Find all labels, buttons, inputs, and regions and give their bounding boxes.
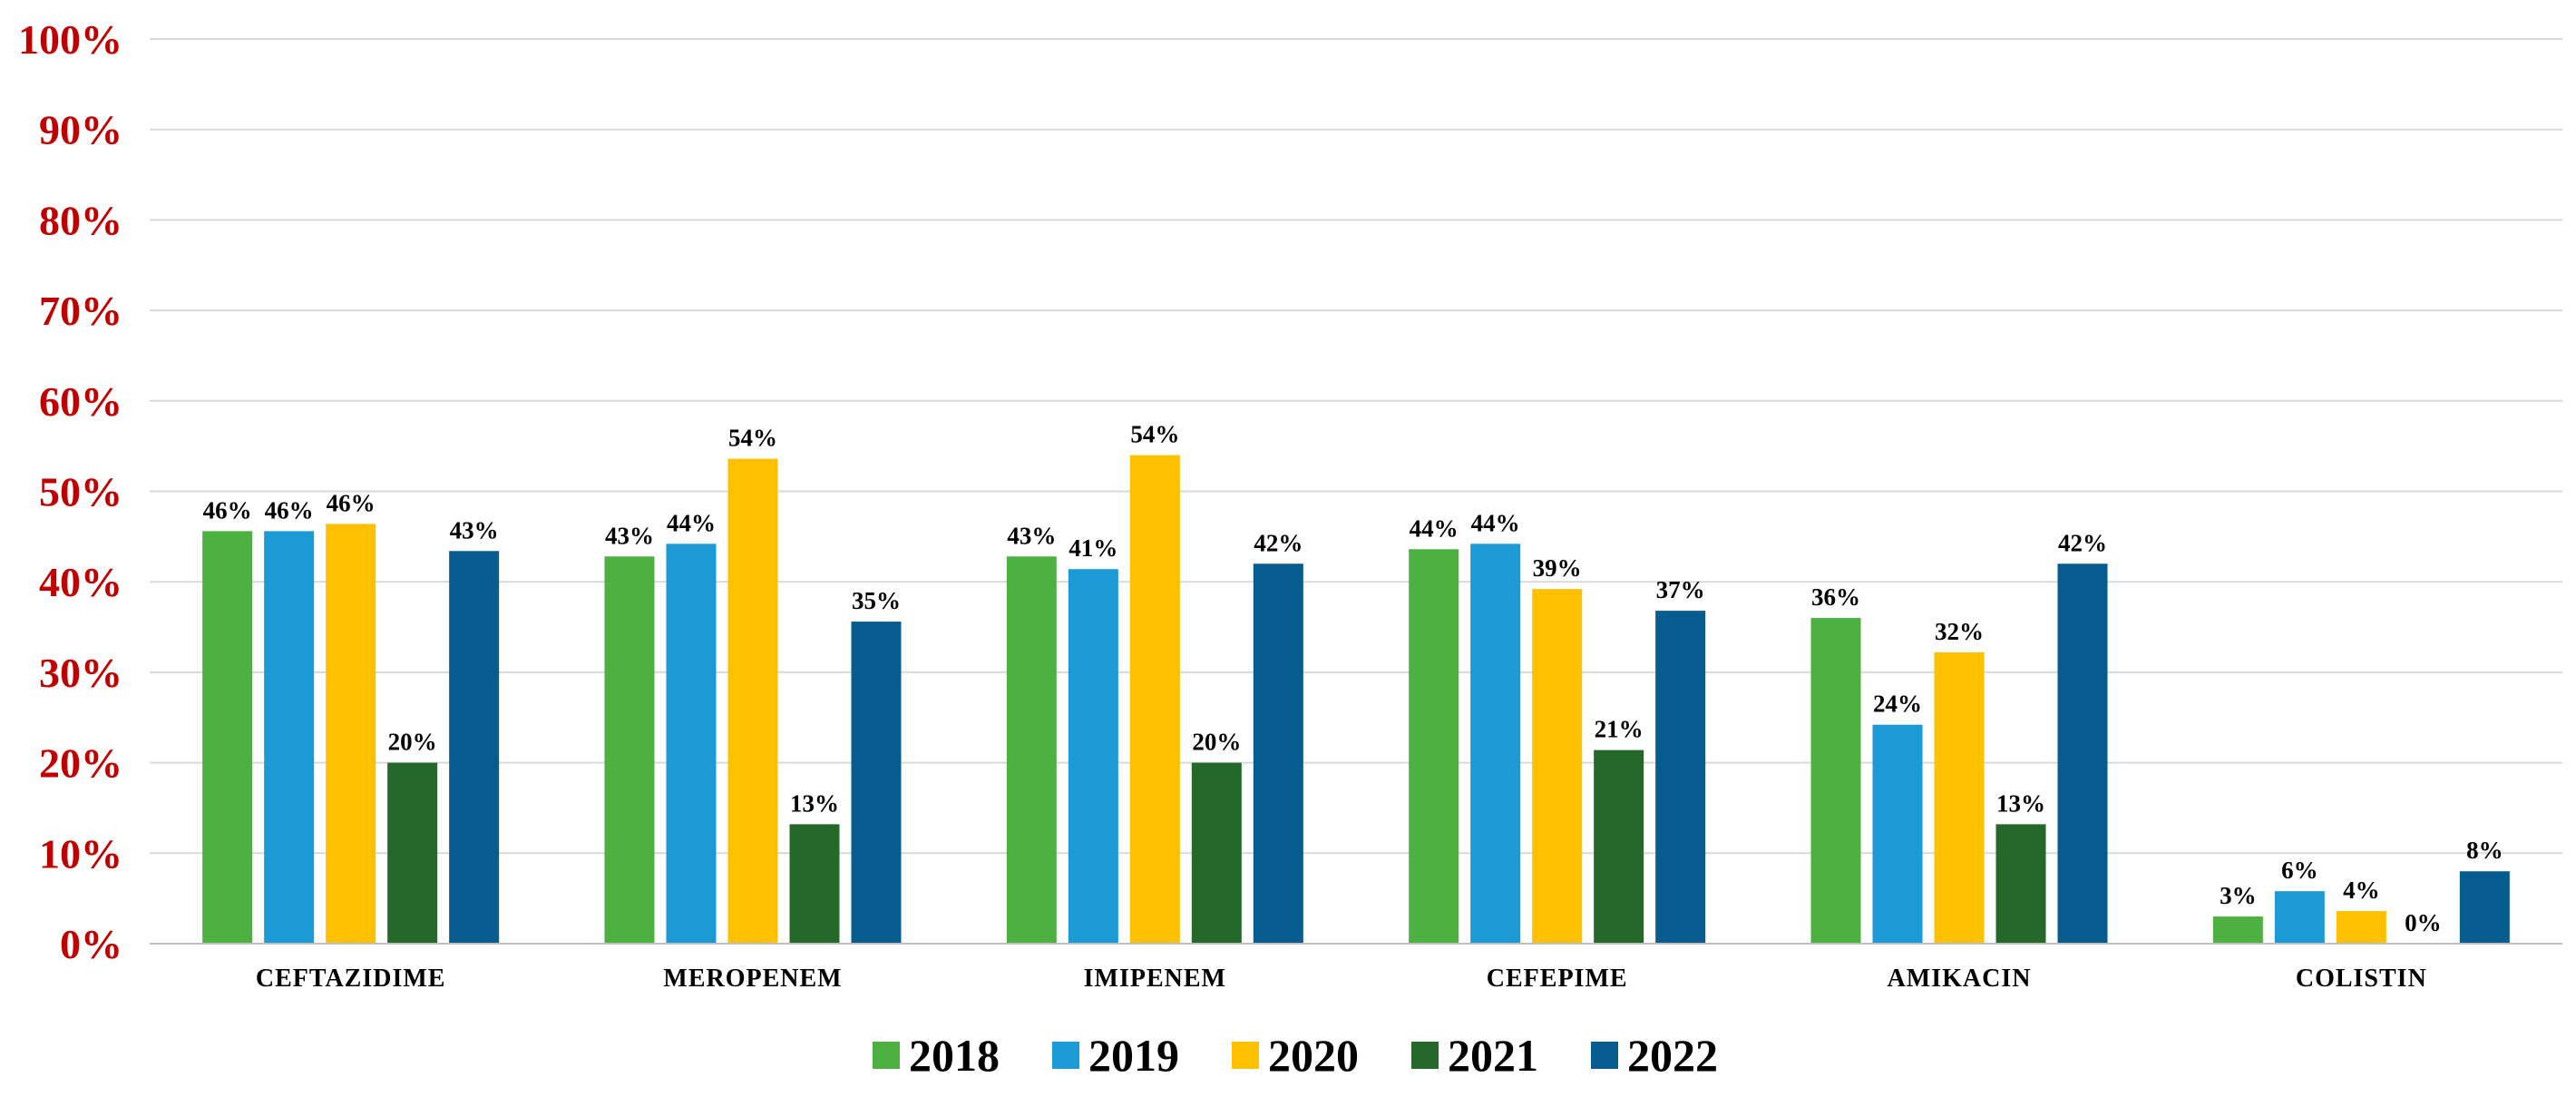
gridlines	[150, 38, 2562, 855]
x-tick-label: AMIKACIN	[1888, 965, 2032, 993]
legend-label: 2021	[1448, 1030, 1538, 1081]
data-label: 43%	[1007, 522, 1056, 549]
legend[interactable]: 2018 2019 2020 2021 2022	[873, 1030, 1718, 1081]
x-tick-label: CEFEPIME	[1487, 965, 1628, 993]
legend-swatch	[1232, 1042, 1259, 1069]
bar-imipenem-2021[interactable]	[1191, 762, 1242, 944]
x-axis: CEFTAZIDIME MEROPENEM IMIPENEM CEFEPIME AMIK…	[150, 943, 2562, 993]
y-tick-label: 100%	[18, 16, 122, 63]
data-label: 13%	[1996, 789, 2045, 817]
legend-item-2020[interactable]: 2020	[1232, 1030, 1359, 1081]
y-tick-label: 60%	[39, 378, 122, 425]
bar-colistin-2019[interactable]	[2274, 891, 2325, 944]
bar-ceftazidime-2021[interactable]	[387, 762, 438, 944]
data-label: 36%	[1811, 583, 1860, 611]
bar-colistin-2018[interactable]	[2212, 916, 2263, 944]
bar-cefepime-2019[interactable]	[1470, 544, 1521, 944]
legend-label: 2019	[1088, 1030, 1179, 1081]
legend-swatch	[1591, 1042, 1618, 1069]
legend-item-2018[interactable]: 2018	[873, 1030, 1000, 1081]
data-label: 46%	[265, 496, 314, 524]
x-tick-label: MEROPENEM	[663, 965, 842, 993]
y-axis: 0% 10% 20% 30% 40% 50% 60% 70% 80% 90% 100%	[18, 16, 122, 967]
bar-ceftazidime-2018[interactable]	[202, 531, 253, 944]
data-label: 24%	[1873, 691, 1922, 718]
bar-ceftazidime-2019[interactable]	[264, 531, 315, 944]
data-label: 44%	[667, 509, 716, 536]
data-label: 20%	[388, 729, 437, 756]
y-tick-label: 20%	[39, 740, 122, 787]
data-labels: 46% 46% 46% 20% 43% 43% 44% 54% 13% 35% 43% 41% 54% 2…	[203, 421, 2503, 936]
data-label: 46%	[203, 496, 252, 524]
bar-meropenem-2020[interactable]	[727, 458, 778, 944]
bar-cefepime-2020[interactable]	[1532, 589, 1583, 944]
bar-ceftazidime-2022[interactable]	[449, 551, 500, 944]
bar-meropenem-2018[interactable]	[604, 556, 655, 944]
legend-label: 2020	[1268, 1030, 1359, 1081]
data-label: 3%	[2220, 882, 2257, 909]
bar-amikacin-2019[interactable]	[1872, 724, 1923, 944]
bar-series	[202, 455, 2510, 944]
bar-amikacin-2021[interactable]	[1995, 824, 2046, 944]
x-tick-label: CEFTAZIDIME	[256, 965, 446, 993]
data-label: 42%	[1254, 529, 1303, 556]
legend-swatch	[873, 1042, 900, 1069]
y-tick-label: 70%	[39, 288, 122, 334]
data-label: 0%	[2405, 909, 2442, 936]
bar-imipenem-2019[interactable]	[1068, 569, 1118, 944]
data-label: 43%	[450, 516, 499, 544]
data-label: 41%	[1068, 534, 1117, 562]
y-tick-label: 40%	[39, 559, 122, 605]
data-label: 35%	[852, 587, 901, 614]
legend-label: 2018	[909, 1030, 1000, 1081]
bar-amikacin-2022[interactable]	[2057, 563, 2108, 944]
y-tick-label: 90%	[39, 107, 122, 153]
bar-meropenem-2022[interactable]	[851, 622, 902, 944]
legend-item-2021[interactable]: 2021	[1411, 1030, 1538, 1081]
data-label: 43%	[605, 522, 654, 549]
legend-swatch	[1052, 1042, 1079, 1069]
data-label: 44%	[1410, 514, 1459, 542]
bar-imipenem-2022[interactable]	[1253, 563, 1303, 944]
bar-colistin-2022[interactable]	[2459, 871, 2510, 944]
bar-imipenem-2020[interactable]	[1129, 455, 1180, 944]
data-label: 8%	[2466, 837, 2503, 864]
bar-amikacin-2018[interactable]	[1810, 618, 1861, 944]
data-label: 4%	[2343, 877, 2380, 904]
data-label: 54%	[728, 425, 777, 452]
data-label: 32%	[1935, 618, 1984, 645]
y-tick-label: 10%	[39, 830, 122, 877]
data-label: 37%	[1656, 576, 1705, 603]
y-tick-label: 80%	[39, 197, 122, 243]
y-tick-label: 30%	[39, 650, 122, 696]
bar-imipenem-2018[interactable]	[1006, 556, 1057, 944]
x-tick-label: IMIPENEM	[1084, 965, 1226, 993]
data-label: 44%	[1471, 509, 1520, 536]
data-label: 54%	[1130, 421, 1179, 448]
data-label: 42%	[2058, 529, 2107, 556]
data-label: 6%	[2281, 857, 2318, 884]
data-label: 13%	[790, 789, 839, 817]
legend-swatch	[1411, 1042, 1439, 1069]
legend-label: 2022	[1627, 1030, 1718, 1081]
bar-meropenem-2019[interactable]	[666, 544, 717, 944]
bar-meropenem-2021[interactable]	[789, 824, 840, 944]
bar-cefepime-2022[interactable]	[1655, 611, 1706, 944]
data-label: 46%	[327, 489, 376, 516]
data-label: 20%	[1192, 729, 1241, 756]
bar-ceftazidime-2020[interactable]	[326, 524, 376, 944]
legend-item-2022[interactable]: 2022	[1591, 1030, 1718, 1081]
bar-cefepime-2018[interactable]	[1409, 549, 1459, 944]
x-tick-label: COLISTIN	[2296, 965, 2427, 993]
y-tick-label: 0%	[60, 921, 122, 967]
legend-item-2019[interactable]: 2019	[1052, 1030, 1179, 1081]
data-label: 21%	[1595, 716, 1644, 743]
bar-amikacin-2020[interactable]	[1934, 651, 1985, 944]
bar-cefepime-2021[interactable]	[1594, 749, 1644, 944]
y-tick-label: 50%	[39, 469, 122, 515]
data-label: 39%	[1533, 554, 1582, 582]
bar-colistin-2020[interactable]	[2336, 911, 2386, 944]
